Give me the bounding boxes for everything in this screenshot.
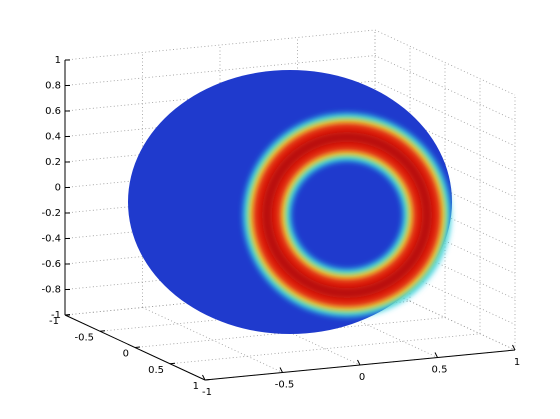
grid-line	[64, 55, 376, 86]
grid-line	[64, 29, 376, 61]
y-tick-label: 1	[193, 381, 199, 392]
tick-mark	[202, 374, 206, 381]
grid-line	[297, 292, 438, 358]
x-tick-label: -0.5	[275, 380, 295, 391]
grid-line	[134, 317, 446, 348]
sphere-surface	[128, 70, 452, 334]
z-tick-label: -1	[51, 310, 61, 321]
ring-core	[262, 132, 432, 298]
y-tick-label: 0	[123, 349, 129, 360]
x-tick-label: 0	[359, 372, 365, 383]
grid-line	[169, 333, 481, 365]
z-tick-label: 0.4	[45, 132, 61, 143]
tick-mark	[134, 346, 141, 348]
x-tick-label: 1	[514, 357, 520, 368]
z-tick-label: 0	[55, 183, 61, 194]
tick-mark	[204, 379, 211, 381]
x-tick-label: 0.5	[432, 365, 448, 376]
z-tick-label: 0.2	[45, 157, 61, 168]
z-tick-label: -0.4	[41, 234, 61, 245]
z-tick-label: 1	[55, 55, 61, 66]
tick-mark	[64, 314, 71, 316]
grid-line	[374, 233, 516, 300]
tick-mark	[434, 352, 438, 358]
z-tick-label: 0.6	[45, 106, 61, 117]
tick-mark	[99, 330, 106, 332]
x-tick-label: -1	[202, 387, 212, 398]
tick-mark	[512, 344, 516, 351]
grid-line	[374, 29, 516, 96]
tick-mark	[357, 359, 361, 366]
z-tick-label: 0.8	[45, 81, 61, 92]
y-tick-label: -1	[49, 316, 59, 327]
y-tick-label: 0.5	[148, 365, 164, 376]
z-tick-label: -0.6	[41, 259, 61, 270]
grid-line	[374, 55, 516, 121]
y-tick-label: -0.5	[74, 332, 94, 343]
tick-mark	[279, 367, 283, 373]
z-tick-label: -0.8	[41, 285, 61, 296]
z-tick-label: -0.2	[41, 208, 61, 219]
tick-mark	[169, 362, 176, 365]
